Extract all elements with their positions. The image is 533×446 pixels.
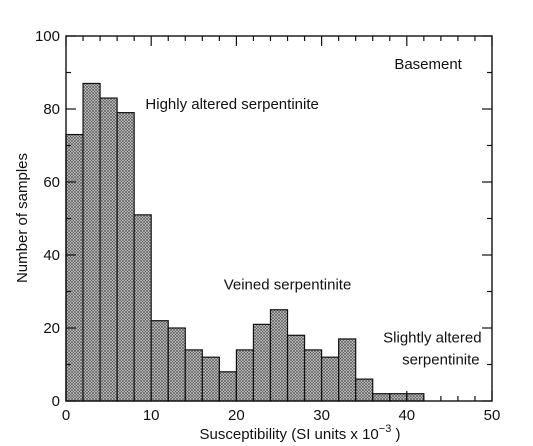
histogram-bar-11 xyxy=(252,323,272,402)
histogram-bar-19 xyxy=(389,393,408,402)
histogram-bar-1 xyxy=(82,82,101,402)
histogram-bar-0 xyxy=(65,133,84,402)
histogram-bar-14 xyxy=(303,349,323,402)
histogram-bar-20 xyxy=(406,393,425,402)
chart-annotation: Veined serpentinite xyxy=(224,277,352,294)
chart-annotations: Basement Highly altered serpentinite Veine… xyxy=(145,56,481,369)
histogram-bar-6 xyxy=(167,327,186,402)
histogram-bar-2 xyxy=(99,97,118,402)
histogram-bar-3 xyxy=(116,112,135,402)
histogram-bar-9 xyxy=(218,371,238,402)
x-axis-title-suffix: ) xyxy=(391,426,400,443)
histogram-bar-7 xyxy=(184,349,203,402)
chart-annotation: Basement xyxy=(394,56,462,73)
x-axis-title: Susceptibility (SI units x 10−3 ) xyxy=(200,423,401,443)
x-tick-label: 0 xyxy=(62,407,70,424)
histogram-bar-13 xyxy=(286,334,306,402)
x-tick-label: 30 xyxy=(313,407,330,424)
histogram-bar-18 xyxy=(372,393,391,402)
histogram-bars xyxy=(65,82,425,402)
histogram-bar-10 xyxy=(235,349,255,402)
y-tick-label: 20 xyxy=(43,320,60,337)
histogram-bar-4 xyxy=(133,214,152,402)
axis-ticks xyxy=(65,35,493,402)
y-axis-title: Number of samples xyxy=(14,153,31,283)
x-tick-label: 10 xyxy=(143,407,160,424)
histogram-bar-5 xyxy=(150,320,169,402)
y-tick-label: 80 xyxy=(43,101,60,118)
x-tick-label: 50 xyxy=(484,407,501,424)
histogram-bar-17 xyxy=(355,378,374,402)
histogram-bar-16 xyxy=(338,338,357,402)
chart-annotation: Slightly altered xyxy=(383,330,481,347)
x-axis-title-exponent: −3 xyxy=(379,423,392,435)
chart-annotation: Highly altered serpentinite xyxy=(145,96,318,113)
y-tick-label: 60 xyxy=(43,174,60,191)
x-tick-label: 20 xyxy=(228,407,245,424)
y-tick-label: 0 xyxy=(52,393,60,410)
axis-tick-labels: 0 10 20 30 40 50 0 20 40 60 80 100 xyxy=(35,28,500,424)
y-tick-label: 40 xyxy=(43,247,60,264)
histogram-bar-15 xyxy=(321,356,340,402)
histogram-bar-12 xyxy=(269,309,289,402)
x-tick-label: 40 xyxy=(398,407,415,424)
chart-annotation: serpentinite xyxy=(402,352,480,369)
y-tick-label: 100 xyxy=(35,28,60,45)
histogram-bar-8 xyxy=(201,356,220,402)
